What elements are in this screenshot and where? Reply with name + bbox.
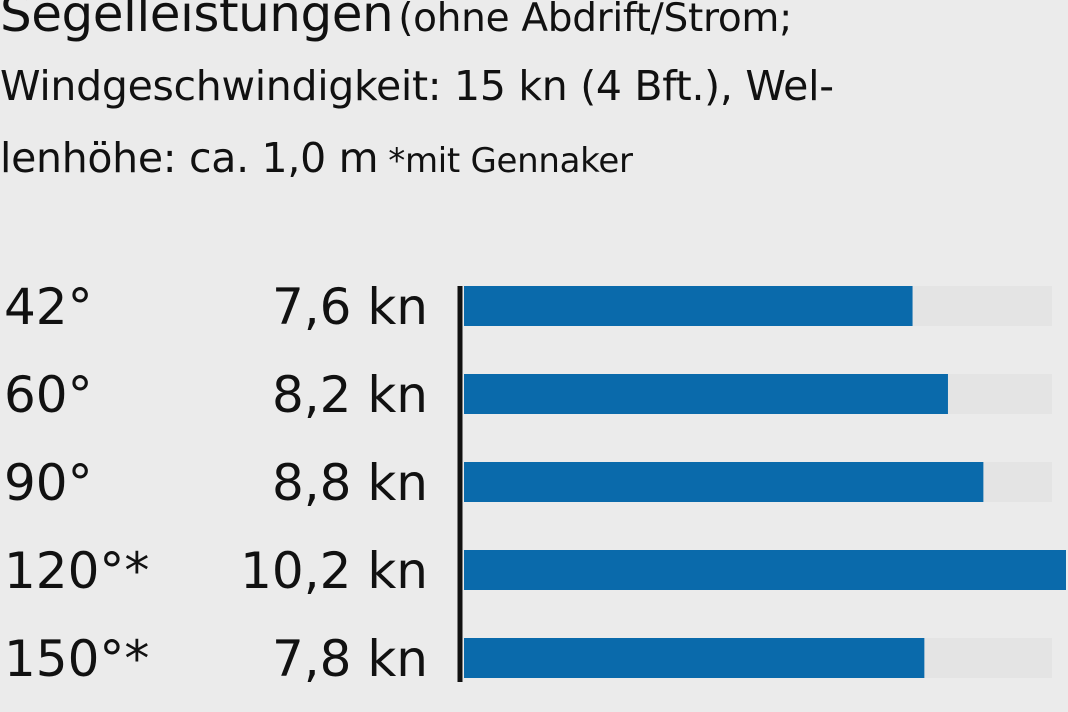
value-label: 8,8 kn — [272, 454, 428, 512]
value-label: 10,2 kn — [240, 542, 428, 600]
bar — [464, 286, 913, 326]
category-label: 120°* — [4, 542, 149, 600]
bar — [464, 638, 925, 678]
chart-title: Segelleistungen — [0, 0, 394, 43]
category-label: 42° — [4, 278, 93, 336]
gennaker-note: *mit Gennaker — [388, 141, 633, 181]
category-label: 60° — [4, 366, 93, 424]
value-labels: 7,6 kn 8,2 kn 8,8 kn 10,2 kn 7,8 kn — [240, 278, 428, 688]
chart-header: Segelleistungen (ohne Abdrift/Strom; Win… — [0, 0, 1068, 194]
bar — [464, 462, 984, 502]
category-label: 90° — [4, 454, 93, 512]
value-label: 7,6 kn — [272, 278, 428, 336]
value-label: 7,8 kn — [272, 630, 428, 688]
chart-subtitle-line2: Windgeschwindigkeit: 15 kn (4 Bft.), Wel… — [0, 62, 834, 110]
value-label: 8,2 kn — [272, 366, 428, 424]
category-labels: 42° 60° 90° 120°* 150°* — [4, 278, 149, 688]
chart-subtitle-part1: (ohne Abdrift/Strom; — [398, 0, 792, 41]
category-label: 150°* — [4, 630, 149, 688]
chart-subtitle-line3: lenhöhe: ca. 1,0 m — [0, 134, 379, 182]
bar — [464, 550, 1066, 590]
bar — [464, 374, 948, 414]
title-line-3: lenhöhe: ca. 1,0 m *mit Gennaker — [0, 122, 1068, 194]
title-line-1: Segelleistungen (ohne Abdrift/Strom; — [0, 0, 1068, 50]
bars — [464, 286, 1066, 678]
